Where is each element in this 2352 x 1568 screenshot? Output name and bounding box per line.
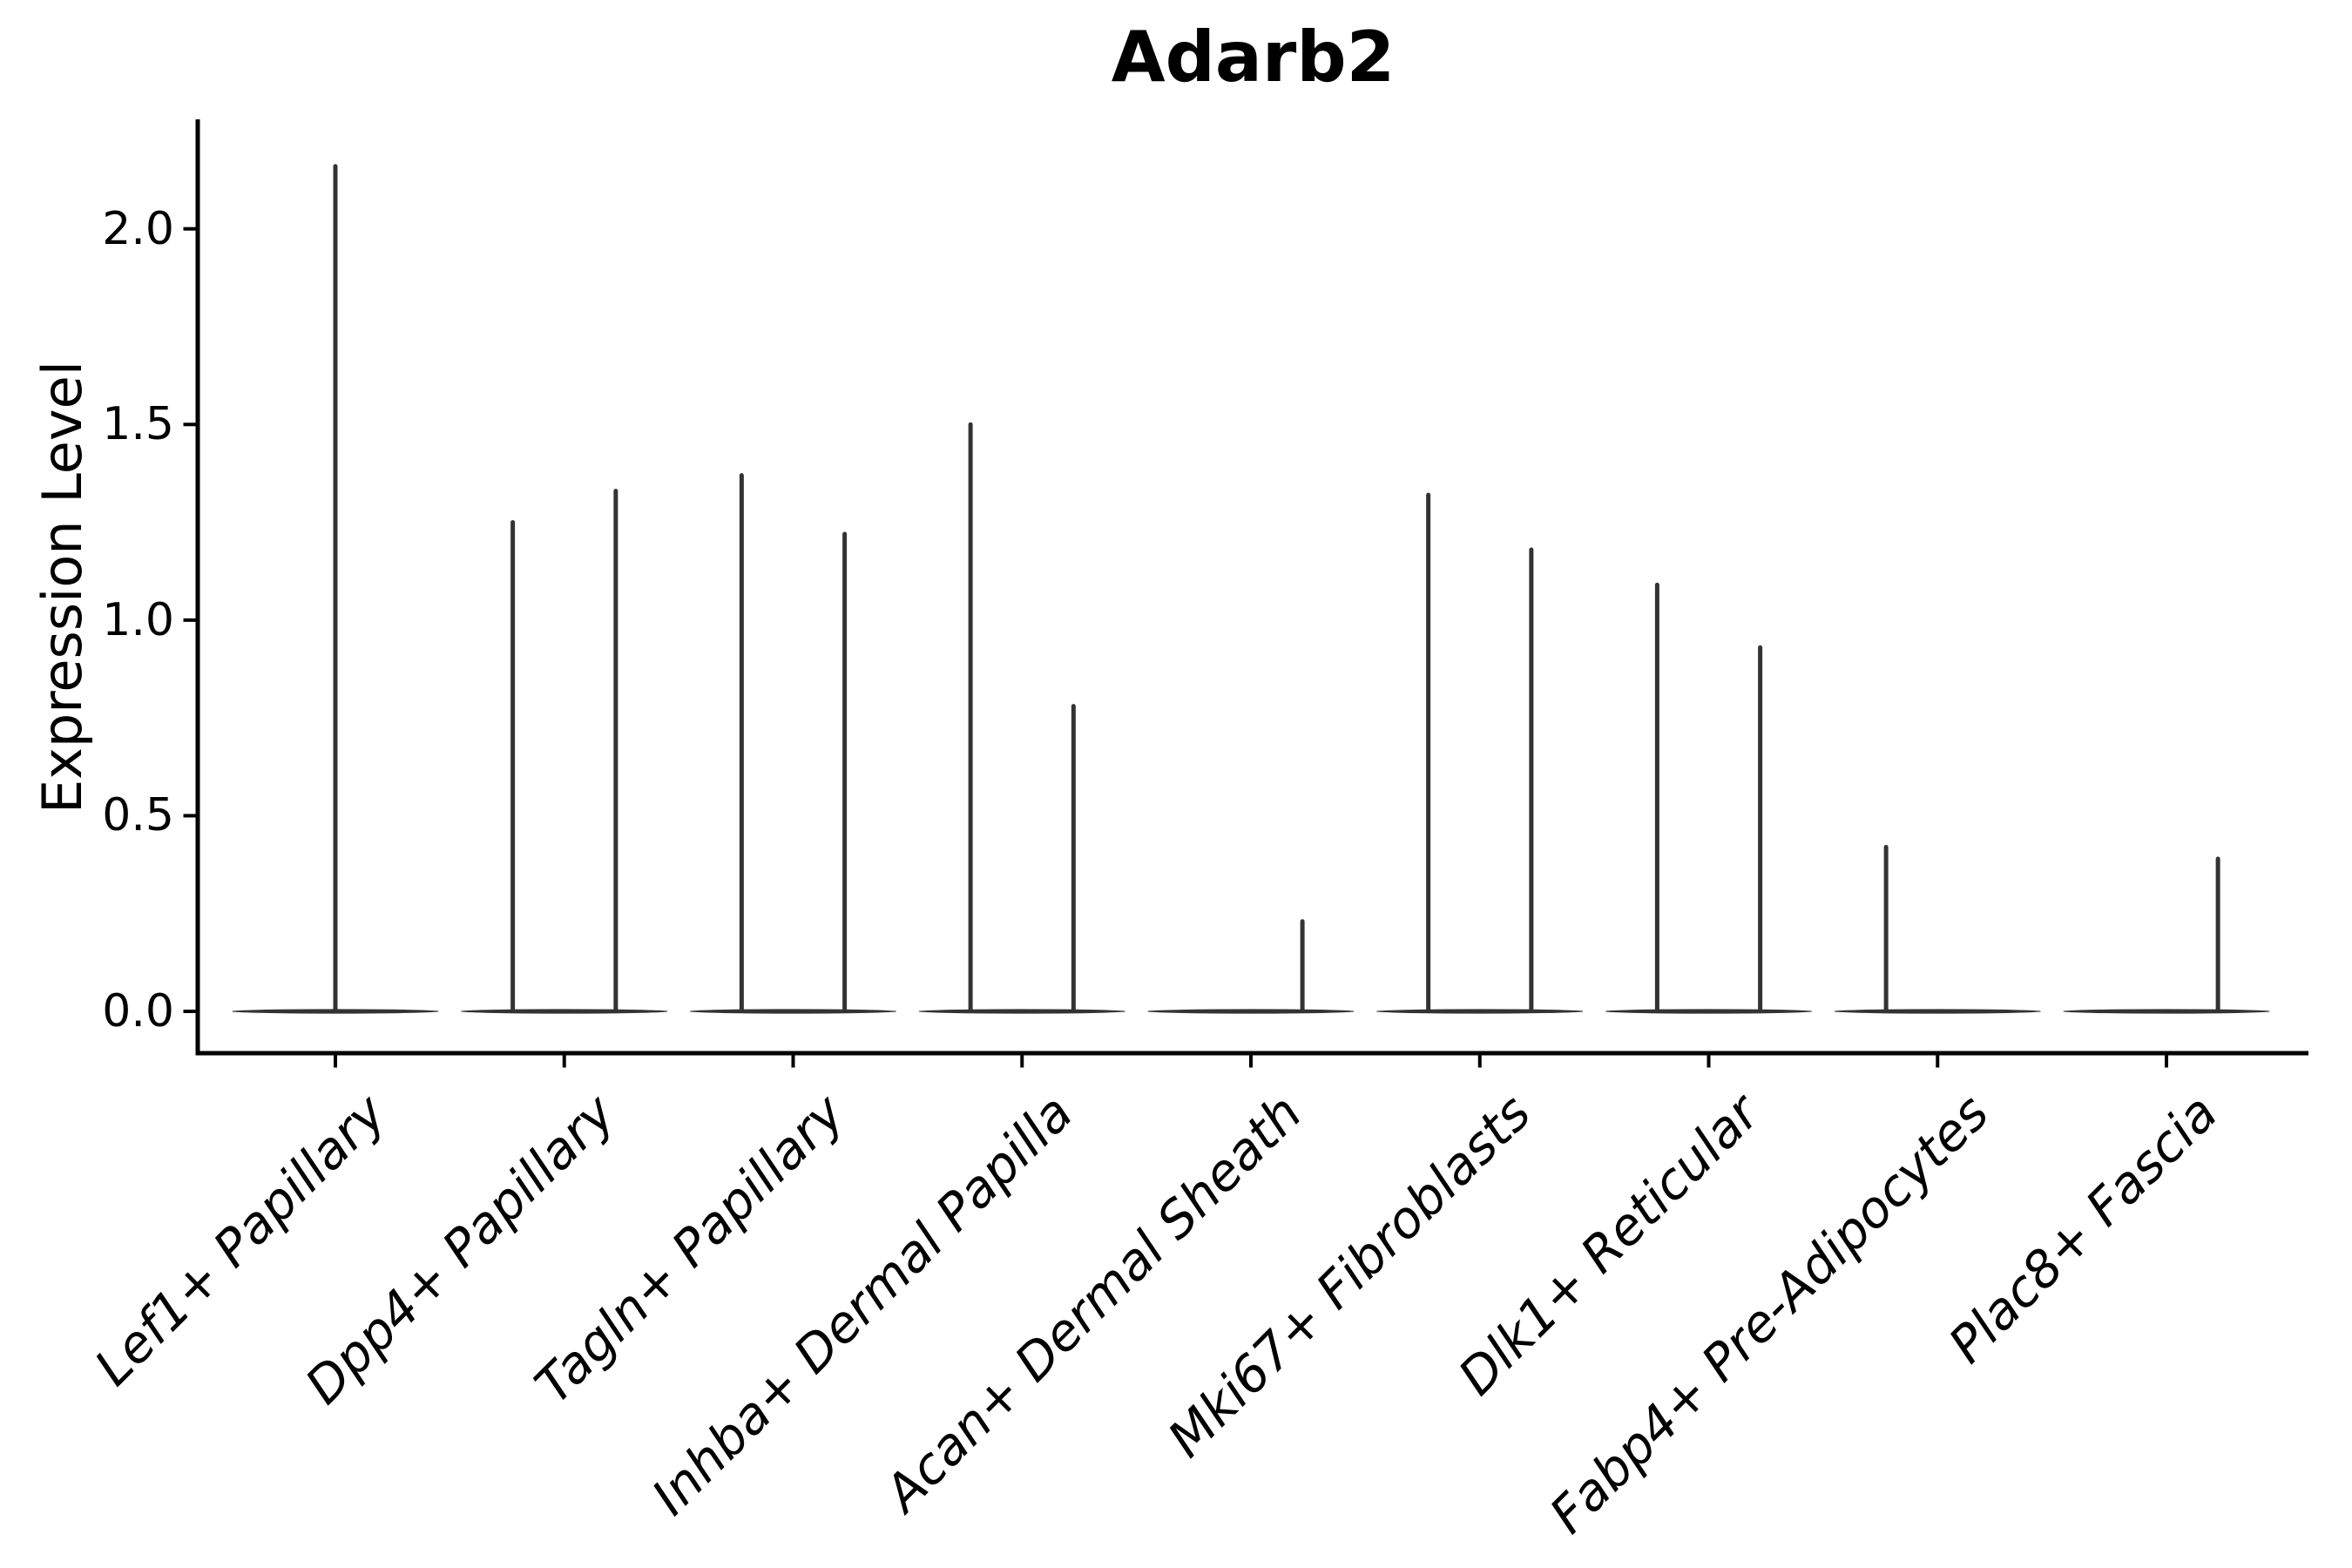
violin-baseline [1147,1009,1355,1014]
violin-baseline [1834,1009,2041,1014]
y-tick-label: 0.0 [102,985,174,1037]
violin-baseline [1376,1009,1584,1014]
y-axis-label: Expression Level [30,361,94,814]
y-tick-label: 1.5 [102,398,174,451]
violin-baseline [918,1009,1125,1014]
violin-baseline [1605,1009,1812,1014]
violin-baseline [2063,1009,2270,1014]
y-tick-label: 0.5 [102,789,174,842]
y-tick-label: 2.0 [102,202,174,255]
y-tick-label: 1.0 [102,593,174,646]
violin-baseline [461,1009,668,1014]
violin-baseline [690,1009,896,1014]
chart-title: Adarb2 [1111,17,1396,98]
